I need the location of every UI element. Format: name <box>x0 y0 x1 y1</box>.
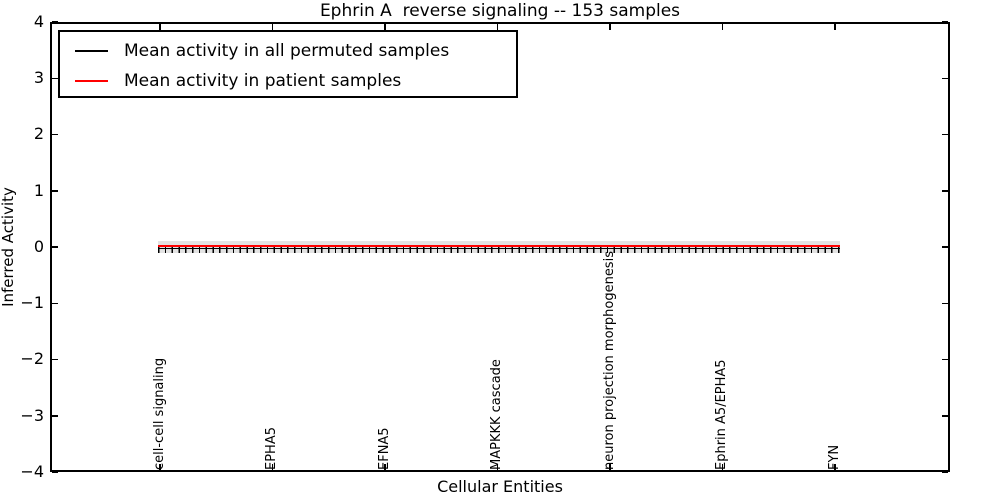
legend: Mean activity in all permuted samples Me… <box>58 30 518 98</box>
axis-tick <box>942 133 948 136</box>
axis-tick <box>52 471 58 473</box>
axis-tick <box>942 302 948 304</box>
patient-line-swatch <box>75 80 108 82</box>
axis-tick <box>942 358 948 361</box>
ytick-label-2: 2 <box>33 124 44 143</box>
legend-label-patient: Mean activity in patient samples <box>124 71 402 91</box>
axis-tick <box>942 471 948 473</box>
axis-tick <box>834 464 836 470</box>
xtick-label-mapkkk-cascade: MAPKKK cascade <box>489 359 504 470</box>
axis-tick <box>52 77 58 79</box>
ytick-label-1: 1 <box>33 181 44 200</box>
axis-tick <box>384 464 386 470</box>
axis-tick <box>52 358 58 361</box>
axis-tick <box>721 464 724 470</box>
ytick-label-m2: −2 <box>20 349 44 368</box>
permuted-mean-line <box>158 247 840 250</box>
xtick-label-neuron-projection-morphogenesis: neuron projection morphogenesis <box>602 251 617 470</box>
axis-tick <box>942 77 948 79</box>
axis-tick <box>609 24 611 30</box>
xtick-label-ephrin-a5-epha5: Ephrin A5/EPHA5 <box>714 359 729 470</box>
ytick-label-m3: −3 <box>20 406 44 425</box>
axis-tick <box>609 464 611 470</box>
axis-tick <box>271 464 274 470</box>
axis-tick <box>496 24 499 30</box>
axis-tick <box>52 21 58 23</box>
xtick-label-cell-cell-signaling: cell-cell signaling <box>152 357 167 470</box>
axis-tick <box>52 133 58 136</box>
axis-tick <box>942 21 948 23</box>
axis-tick <box>52 246 58 248</box>
permuted-entity-markers <box>158 247 840 253</box>
legend-label-permuted: Mean activity in all permuted samples <box>124 41 450 61</box>
axis-tick <box>52 302 58 304</box>
axis-tick <box>942 246 948 248</box>
axis-tick <box>159 24 161 30</box>
ytick-label-m4: −4 <box>20 462 44 481</box>
ytick-label-0: 0 <box>33 237 44 256</box>
axis-tick <box>834 24 836 30</box>
axis-tick <box>496 464 499 470</box>
ytick-label-m1: −1 <box>20 293 44 312</box>
permuted-line-swatch <box>75 50 108 52</box>
x-axis-title: Cellular Entities <box>437 477 563 496</box>
ytick-label-3: 3 <box>33 68 44 87</box>
axis-tick <box>721 24 724 30</box>
legend-item-permuted: Mean activity in all permuted samples <box>60 39 516 63</box>
axis-tick <box>271 24 274 30</box>
chart-title: Ephrin A reverse signaling -- 153 sample… <box>319 1 681 21</box>
axis-tick <box>52 190 58 192</box>
legend-item-patient: Mean activity in patient samples <box>60 69 516 93</box>
patient-mean-line <box>158 245 840 248</box>
axis-tick <box>384 24 386 30</box>
axis-tick <box>159 464 161 470</box>
axis-tick <box>942 415 948 417</box>
axis-tick <box>942 190 948 192</box>
axis-tick <box>52 415 58 417</box>
ytick-label-4: 4 <box>33 12 44 31</box>
